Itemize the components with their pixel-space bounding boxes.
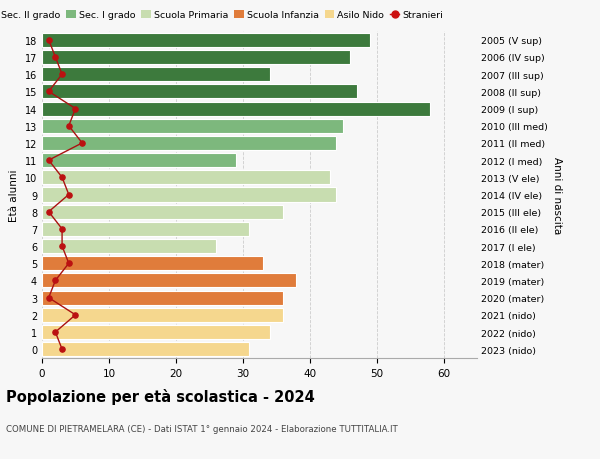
Bar bbox=[42, 342, 250, 357]
Bar bbox=[42, 274, 296, 288]
Point bbox=[57, 71, 67, 78]
Point bbox=[57, 226, 67, 233]
Bar bbox=[42, 85, 356, 99]
Bar bbox=[42, 51, 350, 65]
Bar bbox=[42, 308, 283, 322]
Point bbox=[44, 37, 53, 45]
Point bbox=[57, 174, 67, 182]
Point bbox=[57, 346, 67, 353]
Y-axis label: Anni di nascita: Anni di nascita bbox=[552, 157, 562, 234]
Bar bbox=[42, 137, 337, 151]
Point bbox=[50, 329, 60, 336]
Point bbox=[50, 277, 60, 285]
Bar bbox=[42, 188, 337, 202]
Bar bbox=[42, 154, 236, 168]
Text: COMUNE DI PIETRAMELARA (CE) - Dati ISTAT 1° gennaio 2024 - Elaborazione TUTTITAL: COMUNE DI PIETRAMELARA (CE) - Dati ISTAT… bbox=[6, 425, 398, 434]
Bar bbox=[42, 325, 269, 339]
Point bbox=[64, 191, 74, 199]
Bar bbox=[42, 257, 263, 271]
Point bbox=[44, 294, 53, 302]
Bar bbox=[42, 205, 283, 219]
Bar bbox=[42, 102, 430, 116]
Point bbox=[57, 243, 67, 250]
Point bbox=[50, 54, 60, 62]
Point bbox=[44, 157, 53, 164]
Bar bbox=[42, 291, 283, 305]
Point bbox=[44, 208, 53, 216]
Bar bbox=[42, 68, 269, 82]
Bar bbox=[42, 119, 343, 134]
Point bbox=[77, 140, 87, 147]
Bar bbox=[42, 240, 216, 253]
Point bbox=[64, 260, 74, 267]
Bar bbox=[42, 171, 330, 185]
Legend: Sec. II grado, Sec. I grado, Scuola Primaria, Scuola Infanzia, Asilo Nido, Stran: Sec. II grado, Sec. I grado, Scuola Prim… bbox=[0, 7, 447, 24]
Text: Popolazione per età scolastica - 2024: Popolazione per età scolastica - 2024 bbox=[6, 388, 315, 404]
Y-axis label: Età alunni: Età alunni bbox=[9, 169, 19, 221]
Point bbox=[44, 89, 53, 96]
Point bbox=[64, 123, 74, 130]
Point bbox=[71, 312, 80, 319]
Bar bbox=[42, 222, 250, 236]
Point bbox=[71, 106, 80, 113]
Bar bbox=[42, 34, 370, 48]
